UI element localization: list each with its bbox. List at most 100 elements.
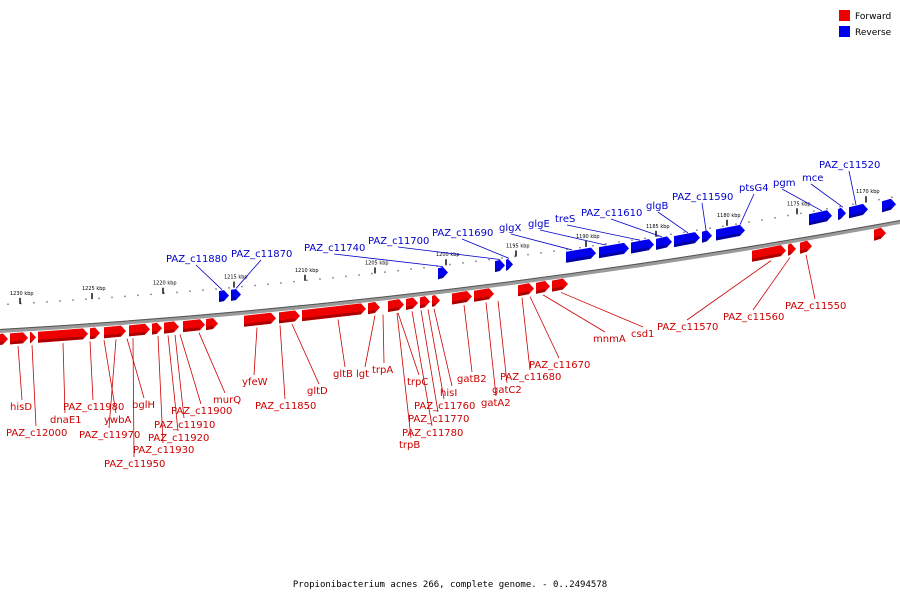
forward-gene-arrow[interactable]: [406, 297, 418, 310]
forward-gene-label[interactable]: trpB: [399, 440, 420, 451]
reverse-gene-arrow[interactable]: [849, 203, 868, 219]
forward-gene-arrow[interactable]: [90, 327, 100, 340]
forward-gene-arrow[interactable]: [10, 332, 28, 345]
forward-gene-label[interactable]: gatA2: [481, 398, 511, 409]
reverse-gene-label[interactable]: treS: [555, 214, 575, 225]
forward-gene-label[interactable]: PAZ_c11550: [785, 301, 846, 312]
forward-gene-label[interactable]: mnmA: [593, 334, 626, 345]
forward-gene-arrow[interactable]: [0, 333, 8, 345]
forward-gene-label[interactable]: PAZ_c11950: [104, 459, 165, 470]
reverse-gene-label[interactable]: PAZ_c11870: [231, 249, 292, 260]
reverse-gene-label[interactable]: PAZ_c11690: [432, 228, 493, 239]
reverse-gene-arrow[interactable]: [231, 288, 241, 301]
reverse-gene-label[interactable]: mce: [802, 173, 823, 184]
forward-gene-label[interactable]: PAZ_c11930: [133, 445, 194, 456]
reverse-gene-label[interactable]: PAZ_c11700: [368, 236, 429, 247]
reverse-gene-arrow[interactable]: [882, 198, 896, 213]
forward-gene-arrow[interactable]: [129, 323, 150, 337]
forward-gene-label[interactable]: PAZ_c12000: [6, 428, 67, 439]
reverse-gene-label[interactable]: ptsG4: [739, 183, 769, 194]
forward-gene-label[interactable]: PAZ_c11570: [657, 322, 718, 333]
reverse-gene-arrow[interactable]: [631, 239, 654, 254]
reverse-gene-arrow[interactable]: [702, 230, 712, 243]
forward-gene-arrow[interactable]: [104, 325, 126, 339]
reverse-gene-label[interactable]: PAZ_c11520: [819, 160, 880, 171]
forward-gene-label[interactable]: bglH: [132, 400, 155, 411]
forward-gene-label[interactable]: ywbA: [104, 415, 131, 426]
forward-gene-arrow[interactable]: [152, 322, 162, 335]
forward-gene-label[interactable]: trpA: [372, 365, 393, 376]
forward-gene-label[interactable]: gltB: [333, 369, 353, 380]
forward-gene-arrow[interactable]: [788, 243, 796, 256]
forward-gene-label[interactable]: gatB2: [457, 374, 487, 385]
reverse-gene-arrow[interactable]: [674, 232, 700, 248]
forward-gene-arrow[interactable]: [536, 280, 550, 294]
forward-gene-arrow[interactable]: [279, 310, 300, 324]
reverse-gene-arrow[interactable]: [219, 290, 229, 302]
forward-gene-label[interactable]: csd1: [631, 329, 654, 340]
reverse-gene-arrow[interactable]: [716, 224, 745, 241]
reverse-gene-label[interactable]: glgX: [499, 223, 521, 234]
forward-gene-arrow[interactable]: [206, 318, 218, 331]
forward-gene-arrow[interactable]: [432, 294, 440, 307]
forward-gene-label[interactable]: PAZ_c11670: [529, 360, 590, 371]
forward-leader-line: [485, 302, 497, 397]
forward-gene-arrow[interactable]: [302, 303, 366, 322]
forward-gene-arrow[interactable]: [388, 299, 404, 312]
scale-label: 1210 kbp: [295, 268, 319, 274]
reverse-gene-arrow[interactable]: [599, 242, 629, 259]
forward-gene-arrow[interactable]: [552, 278, 568, 292]
forward-gene-arrow[interactable]: [474, 288, 494, 302]
forward-leader-line: [411, 311, 433, 427]
forward-gene-arrow[interactable]: [518, 283, 534, 297]
reverse-gene-label[interactable]: PAZ_c11880: [166, 254, 227, 265]
forward-gene-arrow[interactable]: [183, 319, 205, 333]
reverse-leader-line: [657, 211, 689, 234]
forward-gene-arrow[interactable]: [164, 321, 179, 334]
forward-gene-label[interactable]: gatC2: [492, 385, 522, 396]
reverse-gene-label[interactable]: PAZ_c11590: [672, 192, 733, 203]
forward-gene-arrow[interactable]: [30, 331, 36, 344]
forward-gene-label[interactable]: PAZ_c11560: [723, 312, 784, 323]
forward-gene-label[interactable]: PAZ_c11770: [408, 414, 469, 425]
reverse-gene-arrow[interactable]: [656, 236, 672, 250]
forward-gene-arrow[interactable]: [800, 240, 812, 254]
forward-gene-arrow[interactable]: [244, 312, 276, 327]
forward-gene-arrow[interactable]: [38, 328, 88, 343]
reverse-gene-arrow[interactable]: [809, 210, 832, 226]
forward-gene-arrow[interactable]: [420, 296, 430, 309]
reverse-gene-label[interactable]: glgE: [528, 219, 550, 230]
reverse-gene-arrow[interactable]: [438, 266, 448, 280]
forward-gene-label[interactable]: dnaE1: [50, 415, 82, 426]
forward-gene-label[interactable]: PAZ_c11980: [63, 402, 124, 413]
forward-gene-label[interactable]: PAZ_c11910: [154, 420, 215, 431]
forward-gene-label[interactable]: murQ: [213, 395, 241, 406]
reverse-gene-arrow[interactable]: [838, 207, 846, 221]
forward-gene-label[interactable]: PAZ_c11680: [500, 372, 561, 383]
forward-gene-label[interactable]: PAZ_c11760: [414, 401, 475, 412]
reverse-gene-arrow[interactable]: [506, 258, 513, 271]
forward-gene-arrow[interactable]: [368, 301, 380, 315]
forward-gene-arrow[interactable]: [874, 227, 886, 241]
forward-gene-label[interactable]: PAZ_c11780: [402, 428, 463, 439]
forward-gene-label[interactable]: hisD: [10, 402, 32, 413]
forward-gene-arrow[interactable]: [752, 245, 786, 262]
reverse-gene-label[interactable]: glgB: [646, 201, 668, 212]
forward-gene-label[interactable]: trpC: [407, 377, 428, 388]
forward-gene-label[interactable]: PAZ_c11850: [255, 401, 316, 412]
forward-gene-label[interactable]: PAZ_c11920: [148, 433, 209, 444]
forward-gene-label[interactable]: lgt: [356, 369, 369, 380]
forward-gene-label[interactable]: hisI: [440, 388, 457, 399]
forward-gene-label[interactable]: PAZ_c11900: [171, 406, 232, 417]
forward-gene-label[interactable]: yfeW: [242, 377, 268, 388]
forward-gene-arrow[interactable]: [452, 291, 472, 305]
forward-leader-line: [17, 345, 23, 401]
reverse-gene-arrow[interactable]: [566, 247, 596, 263]
reverse-gene-label[interactable]: PAZ_c11740: [304, 243, 365, 254]
forward-leader-line: [253, 327, 258, 376]
forward-gene-label[interactable]: PAZ_c11970: [79, 430, 140, 441]
reverse-gene-label[interactable]: PAZ_c11610: [581, 208, 642, 219]
reverse-gene-arrow[interactable]: [495, 259, 505, 273]
reverse-gene-label[interactable]: pgm: [773, 178, 795, 189]
forward-gene-label[interactable]: gltD: [307, 386, 328, 397]
